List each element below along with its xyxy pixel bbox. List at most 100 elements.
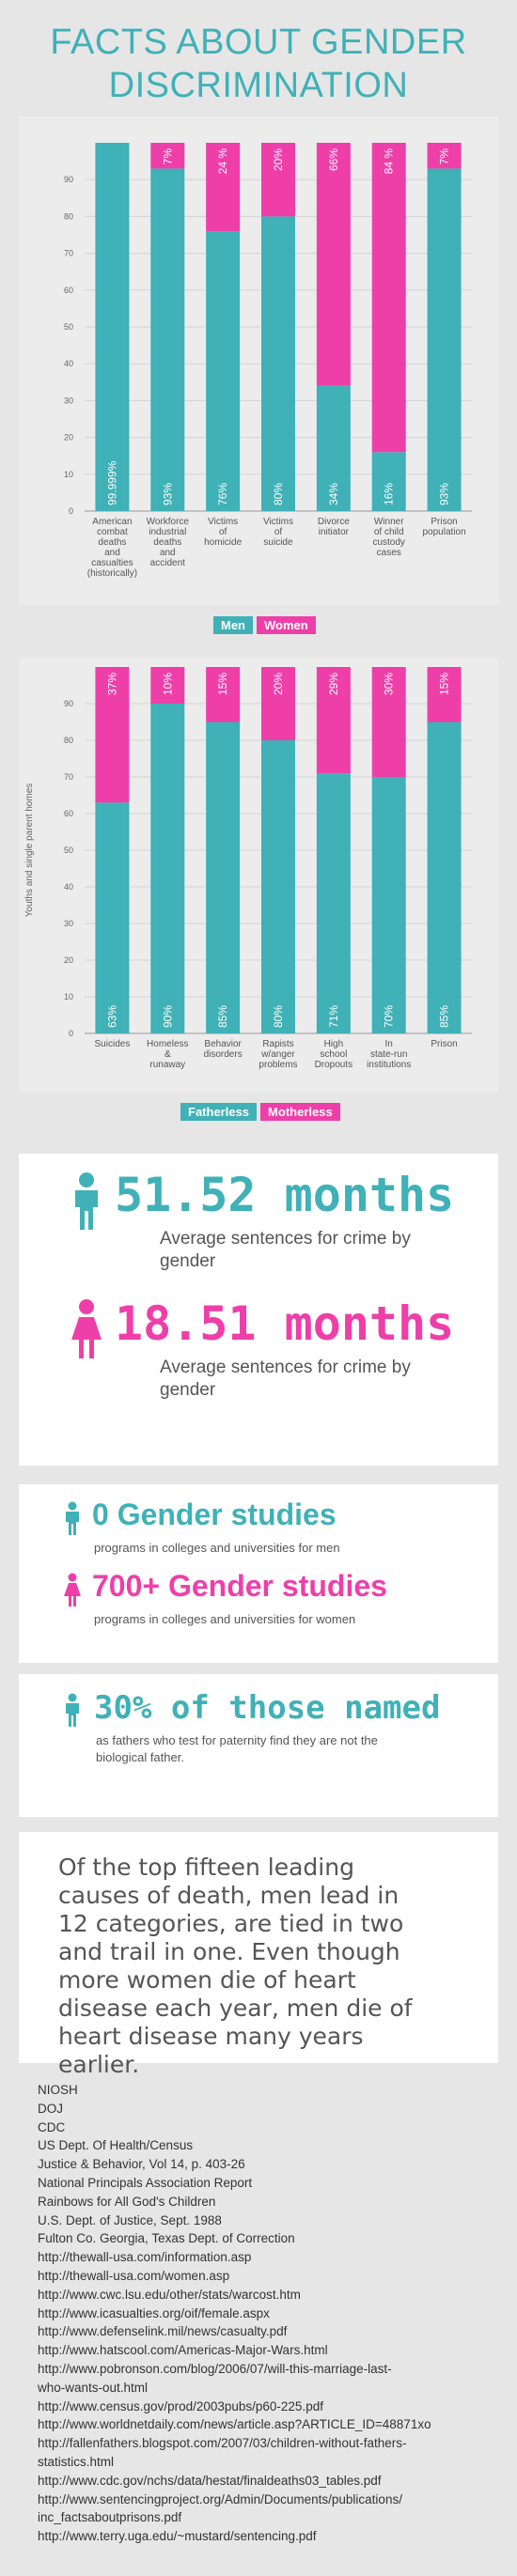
category-label: deaths <box>153 537 181 548</box>
source-item: Rainbows for All God's Children <box>38 2194 216 2209</box>
female-icon-small <box>64 1573 81 1606</box>
category-label: Rapists <box>262 1039 293 1049</box>
source-item[interactable]: http://www.cdc.gov/nchs/data/hestat/fina… <box>38 2473 382 2488</box>
y-tick-label: 10 <box>64 992 73 1001</box>
category-label: Victims <box>208 517 238 527</box>
chart-1-legend: Men Women <box>213 616 316 634</box>
title-line-1: FACTS ABOUT GENDER <box>50 23 467 62</box>
paternity-caption-line: biological father. <box>96 1750 184 1764</box>
source-item: Fulton Co. Georgia, Texas Dept. of Corre… <box>38 2231 295 2246</box>
y-tick-label: 20 <box>64 955 73 965</box>
source-item[interactable]: http://www.cwc.lsu.edu/other/stats/warco… <box>38 2287 301 2302</box>
source-item[interactable]: http://www.sentencingproject.org/Admin/D… <box>38 2491 402 2506</box>
bar-motherless <box>95 667 130 803</box>
studies-panel <box>19 1484 498 1663</box>
category-label: homicide <box>204 537 242 548</box>
data-label-fatherless: 71% <box>327 1005 340 1028</box>
source-item: National Principals Association Report <box>38 2175 253 2190</box>
y-axis-label: Youths and single parent homes <box>24 784 35 918</box>
bar-men <box>371 452 406 511</box>
category-label: Workforce <box>147 517 190 527</box>
men-studies-caption: programs in colleges and universities fo… <box>94 1541 340 1555</box>
source-item[interactable]: http://www.hatscool.com/Americas-Major-W… <box>38 2343 328 2358</box>
category-label: of child <box>374 527 404 537</box>
data-label-women: 84 % <box>383 148 396 175</box>
sources-list: NIOSH DOJ CDC US Dept. Of Health/Census Just… <box>38 2081 479 2546</box>
bar-fatherless <box>427 722 462 1033</box>
paternity-caption-line: as fathers who test for paternity find t… <box>96 1733 378 1747</box>
female-icon <box>71 1299 102 1358</box>
category-label: custody <box>372 537 404 548</box>
chart-2-panel: 0 10 20 30 40 50 60 70 80 90 Youths and single par… <box>19 658 498 1092</box>
category-label: casualties <box>91 558 133 568</box>
chart-1-panel: 0 10 20 30 40 50 60 70 80 90 99.999% American combat… <box>19 116 498 605</box>
category-label: (historically) <box>87 568 137 579</box>
data-label-motherless: 30% <box>383 673 396 695</box>
y-tick-label: 60 <box>64 809 73 818</box>
paternity-panel <box>19 1674 498 1817</box>
category-label: problems <box>258 1060 297 1070</box>
sentences-panel <box>19 1154 498 1466</box>
y-tick-label: 60 <box>64 286 73 295</box>
source-item[interactable]: http://www.icasualties.org/oif/female.as… <box>38 2305 270 2320</box>
y-tick-label: 0 <box>69 1029 73 1038</box>
male-icon-paternity <box>66 1693 79 1727</box>
category-label: Behavior <box>204 1039 242 1049</box>
category-label: runaway <box>149 1060 185 1070</box>
data-label-motherless: 20% <box>272 673 285 695</box>
source-item[interactable]: http://www.census.gov/prod/2003pubs/p60-… <box>38 2398 323 2413</box>
bar-fatherless <box>95 802 130 1033</box>
source-item[interactable]: http://www.terry.uga.edu/~mustard/senten… <box>38 2529 317 2544</box>
women-sentence-caption: Average sentences for crime by gender <box>160 1358 411 1400</box>
y-tick-label: 80 <box>64 736 73 745</box>
bar-women <box>371 143 406 453</box>
bar-fatherless <box>316 773 351 1033</box>
quote-line: more women die of heart <box>58 1966 356 1994</box>
data-label-fatherless: 63% <box>105 1005 118 1028</box>
male-icon <box>75 1172 98 1230</box>
chart-2-svg: 0 10 20 30 40 50 60 70 80 90 Youths and single par… <box>24 667 472 1070</box>
quote-line: disease each year, men die of <box>58 1994 413 2022</box>
data-label-motherless: 15% <box>216 673 229 695</box>
source-item[interactable]: http://www.worldnetdaily.com/news/articl… <box>38 2417 431 2432</box>
data-label-men: 16% <box>383 483 396 505</box>
men-studies-value: 0 Gender studies <box>92 1497 337 1531</box>
legend-fatherless: Fatherless <box>180 1103 258 1121</box>
data-label-women: 66% <box>327 148 340 171</box>
category-label: industrial <box>149 527 186 537</box>
bar-motherless <box>316 667 351 774</box>
quote-line: 12 categories, are tied in two <box>58 1910 404 1937</box>
source-item[interactable]: http://thewall-usa.com/information.asp <box>38 2250 252 2265</box>
data-label-men: 34% <box>327 483 340 505</box>
y-tick-label: 90 <box>64 699 73 708</box>
source-item[interactable]: http://www.pobronson.com/blog/2006/07/wi… <box>38 2361 392 2376</box>
category-label: of <box>274 527 283 537</box>
chart-1-svg: 0 10 20 30 40 50 60 70 80 90 99.999% Americancombat… <box>64 143 472 579</box>
category-label: combat <box>97 527 128 537</box>
category-label: Dropouts <box>315 1060 353 1070</box>
bar-women <box>150 143 185 169</box>
y-tick-label: 20 <box>64 433 73 442</box>
data-label-fatherless: 85% <box>438 1005 451 1028</box>
data-label-fatherless: 80% <box>272 1005 285 1028</box>
data-label-fatherless: 70% <box>383 1005 396 1028</box>
legend-women: Women <box>257 616 316 634</box>
quote-panel <box>19 1832 498 2063</box>
source-item[interactable]: http://www.defenselink.mil/news/casualty… <box>38 2324 288 2339</box>
bar-motherless <box>150 667 185 704</box>
source-item[interactable]: http://thewall-usa.com/women.asp <box>38 2268 230 2283</box>
bar-men <box>95 143 130 512</box>
category-label: disorders <box>204 1049 243 1060</box>
women-sentence-value: 18.51 months <box>115 1296 455 1351</box>
category-label: Prison <box>431 517 457 527</box>
data-label-women: 24 % <box>216 148 229 175</box>
data-label-women: 20% <box>272 148 285 171</box>
category-label: cases <box>377 548 401 558</box>
source-item: statistics.html <box>38 2454 115 2469</box>
bar-women <box>206 143 241 232</box>
data-label-fatherless: 90% <box>161 1005 174 1028</box>
category-label: Divorce <box>318 517 350 527</box>
data-label-women: 7% <box>161 148 174 165</box>
source-item[interactable]: http://fallenfathers.blogspot.com/2007/0… <box>38 2436 407 2451</box>
quote-line: causes of death, men lead in <box>58 1882 400 1909</box>
